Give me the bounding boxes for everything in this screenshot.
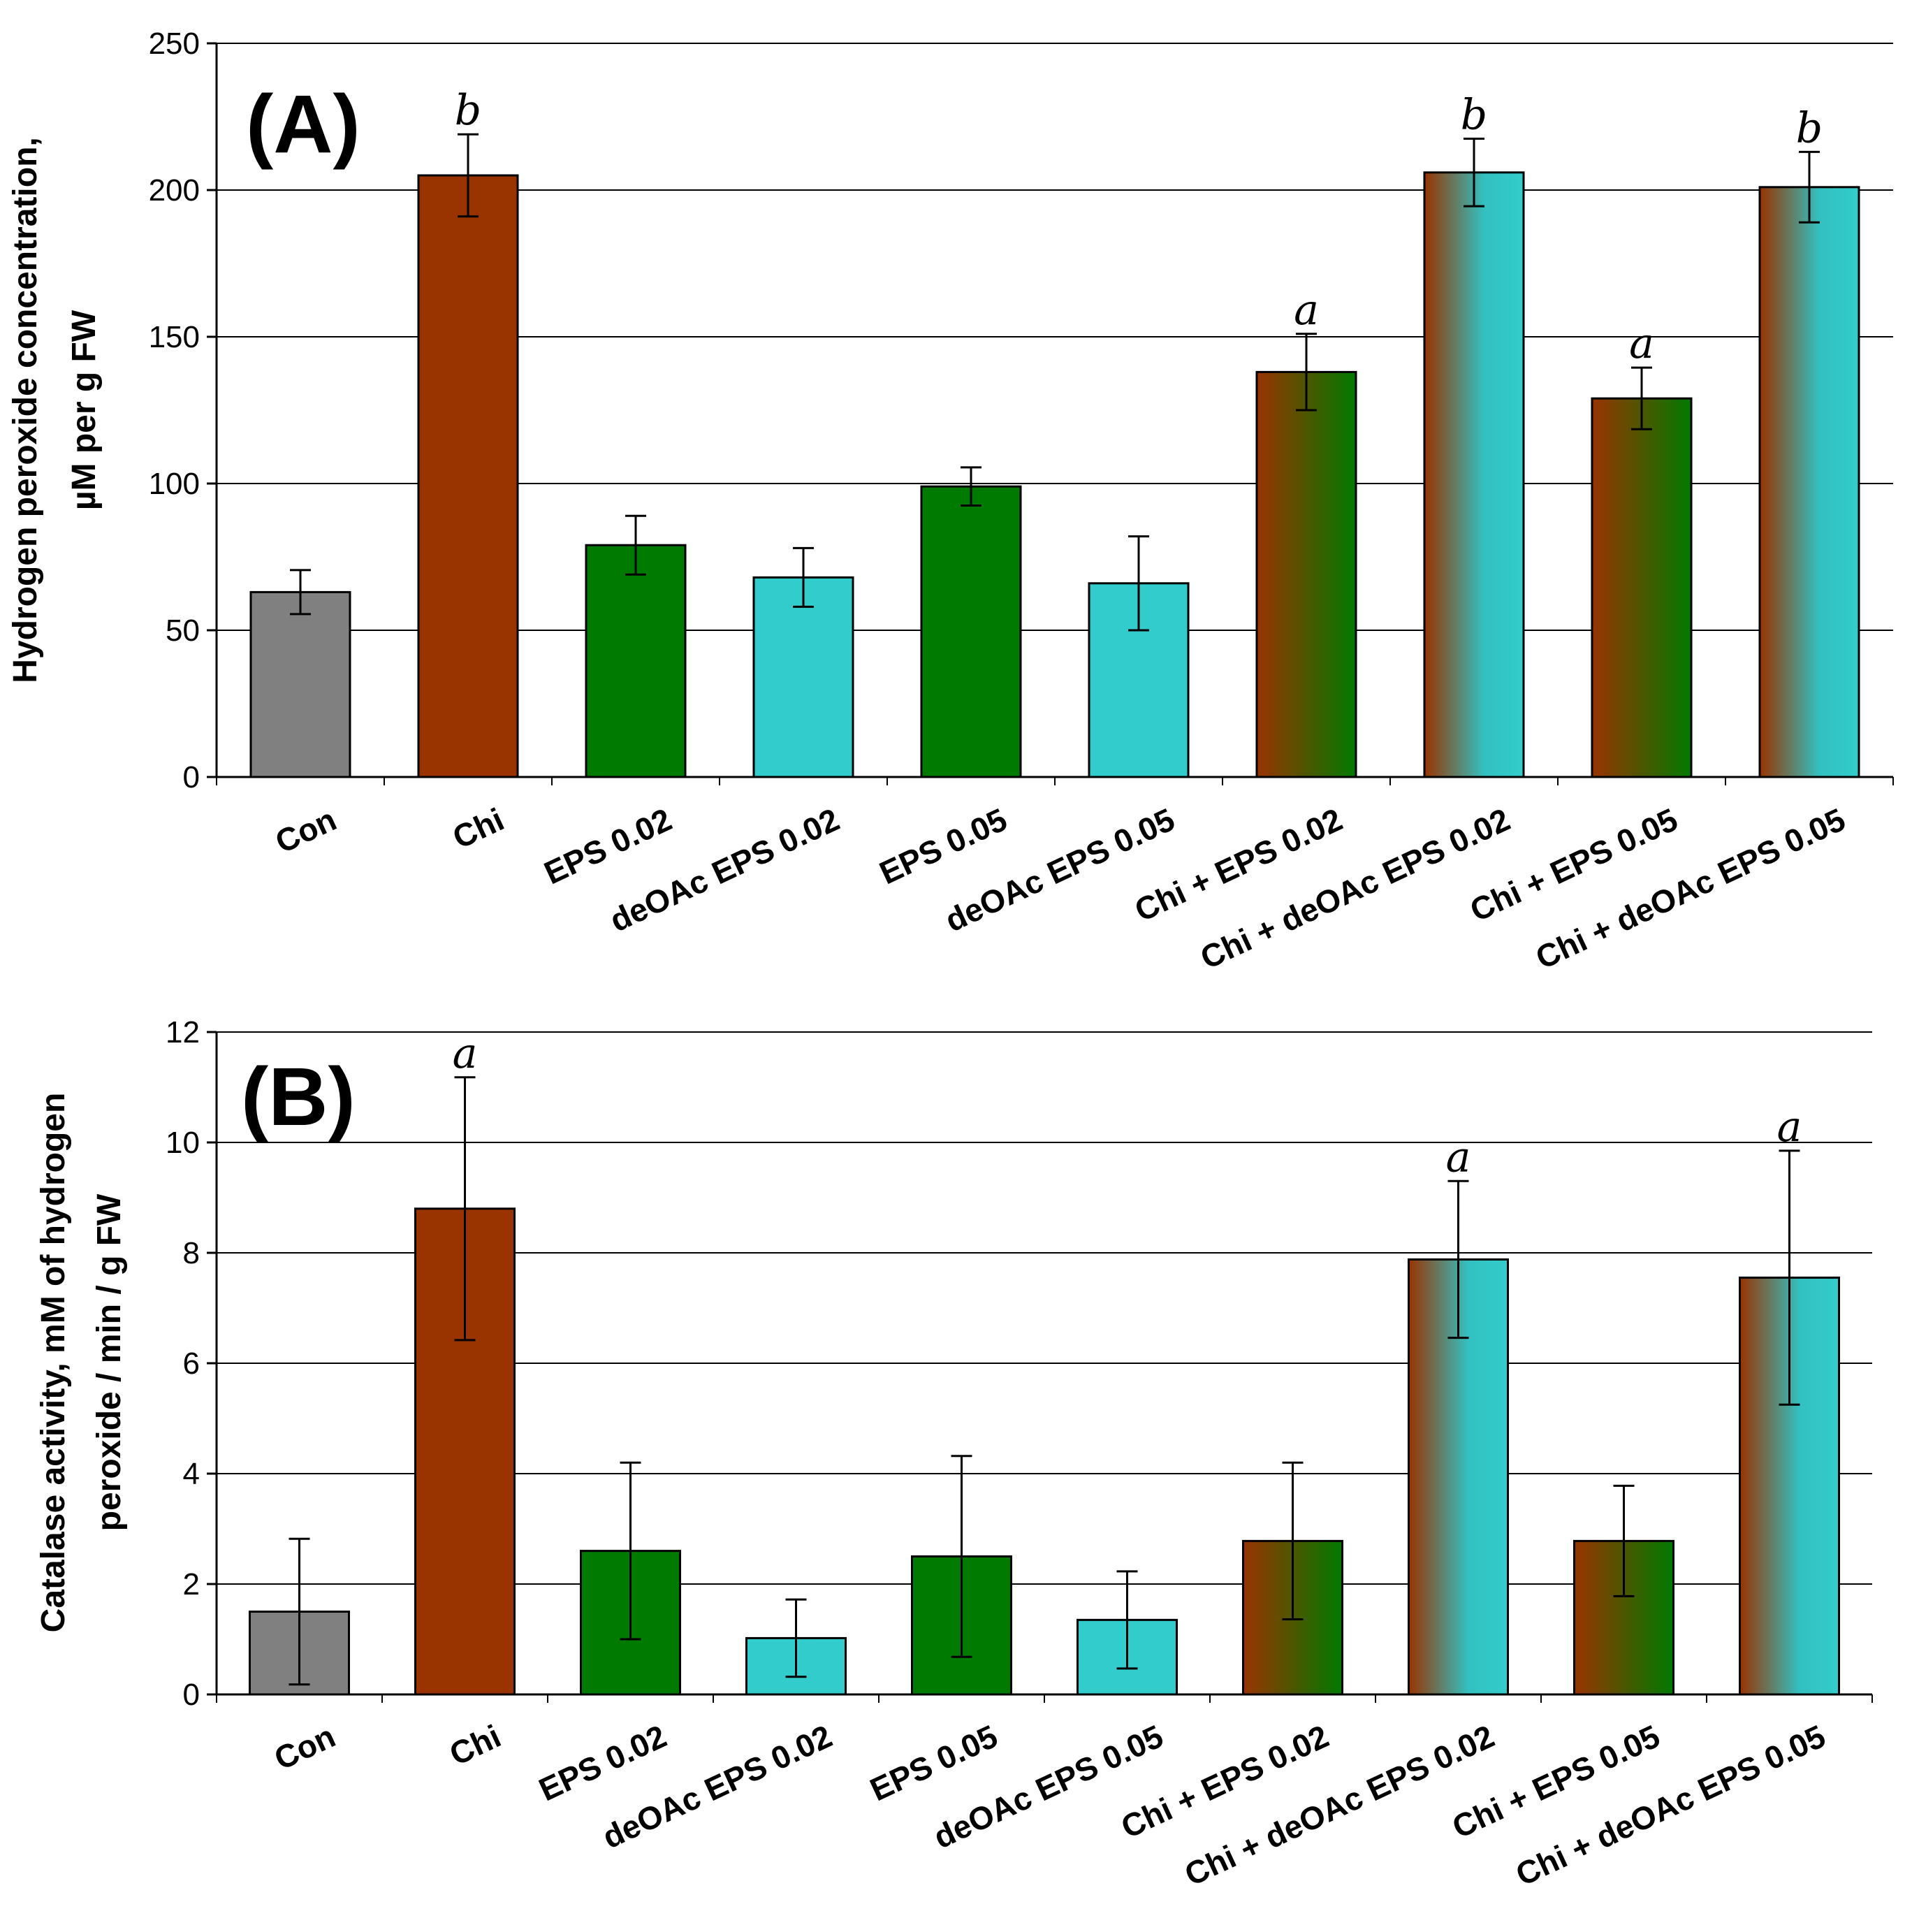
b-error-bar-chi-eps-0-02 [1282,1461,1304,1621]
a-y-tick-label: 250 [149,27,200,61]
b-error-bar-chi [454,1076,476,1342]
b-category-label: EPS 0.02 [534,1717,672,1808]
a-panel-label: (A) [246,78,360,170]
b-error-bar-deoac-eps-0-02 [785,1598,807,1678]
a-category-label: Chi + deOAc EPS 0.02 [1195,801,1515,976]
b-error-bar-chi-eps-0-05 [1613,1484,1635,1597]
a-bar-chi-eps-0-05 [1591,397,1693,778]
a-bar-eps-0-02 [585,544,687,778]
a-error-bar-eps-0-05 [961,466,981,507]
b-error-bar-eps-0-02 [620,1461,641,1641]
a-bar-deoac-eps-0-02 [752,576,854,778]
b-y-axis-label: peroxide / min / g FW [91,1193,128,1531]
b-error-bar-eps-0-05 [951,1455,972,1658]
b-error-bar-deoac-eps-0-05 [1116,1570,1138,1670]
b-category-label: EPS 0.05 [865,1717,1003,1808]
b-panel-label: (B) [241,1051,356,1143]
a-error-bar-chi-deoac-eps-0-02 [1464,138,1484,208]
a-error-bar-chi-eps-0-05 [1631,366,1652,430]
a-error-bar-eps-0-02 [625,514,646,576]
a-bar-chi [417,174,519,778]
a-error-bar-con [290,569,311,616]
a-bar-chi-deoac-eps-0-05 [1758,186,1860,778]
a-bar-eps-0-05 [920,485,1022,778]
b-category-label: Chi [444,1717,506,1772]
a-error-bar-chi-eps-0-02 [1296,333,1317,412]
b-y-tick-label: 8 [183,1236,200,1270]
a-y-tick-label: 100 [149,467,200,501]
a-y-tick-label: 150 [149,320,200,354]
a-bar-chi-eps-0-02 [1255,370,1357,778]
b-significance-label: a [1446,1133,1471,1182]
a-y-axis-label: Hydrogen peroxide concentration, [7,137,44,683]
b-significance-label: a [453,1029,478,1078]
a-error-bar-chi [458,133,479,218]
a-bar-con [249,590,351,778]
a-category-label: EPS 0.02 [539,801,677,891]
a-category-label: EPS 0.05 [874,801,1012,891]
a-bar-chi-deoac-eps-0-02 [1423,171,1525,778]
b-y-axis-label: Catalase activity, mM of hydrogen [35,1093,72,1633]
b-category-label: Con [269,1717,341,1777]
b-error-bar-chi-deoac-eps-0-02 [1447,1179,1469,1339]
a-category-label: Chi [447,801,509,855]
a-significance-label: a [1629,319,1654,368]
b-category-label: Chi + deOAc EPS 0.02 [1179,1717,1500,1893]
a-error-bar-deoac-eps-0-02 [793,546,814,608]
a-y-tick-label: 0 [183,760,200,794]
a-error-bar-deoac-eps-0-05 [1128,535,1149,632]
a-y-tick-label: 200 [149,173,200,208]
b-y-tick-label: 6 [183,1346,200,1381]
a-category-label: Con [270,801,342,860]
a-y-axis-label: µM per g FW [66,310,103,510]
b-category-label: Chi + deOAc EPS 0.05 [1510,1717,1831,1893]
a-significance-label: b [1796,103,1823,152]
b-y-tick-label: 4 [183,1457,200,1491]
a-significance-label: b [1461,91,1487,140]
a-significance-label: a [1294,286,1319,335]
a-significance-label: b [455,86,481,135]
b-error-bar-chi-deoac-eps-0-05 [1779,1149,1800,1406]
b-y-tick-label: 0 [183,1678,200,1712]
b-y-tick-label: 12 [166,1015,200,1049]
a-category-label: Chi + deOAc EPS 0.05 [1530,801,1851,976]
a-y-tick-label: 50 [166,613,200,648]
b-y-tick-label: 10 [166,1126,200,1160]
b-y-tick-label: 2 [183,1567,200,1601]
b-error-bar-con [289,1537,310,1686]
a-error-bar-chi-deoac-eps-0-05 [1799,150,1820,224]
b-significance-label: a [1777,1103,1802,1152]
